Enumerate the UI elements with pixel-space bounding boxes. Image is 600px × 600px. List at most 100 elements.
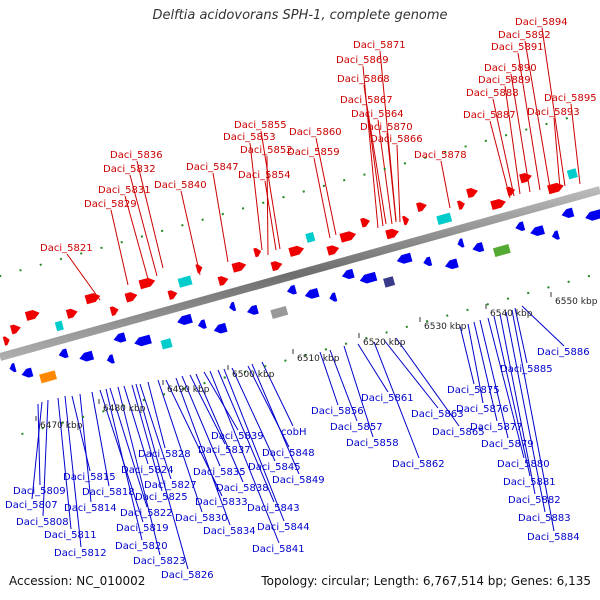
reverse-gene-leader (117, 386, 161, 556)
forward-gene-leader (379, 50, 397, 221)
forward-gene-leader (366, 105, 387, 225)
reverse-gene-label[interactable]: Daci_5876 (456, 404, 509, 415)
forward-gene-label[interactable]: Daci_5859 (287, 147, 340, 158)
reverse-gene-label[interactable]: Daci_5861 (361, 393, 414, 404)
reverse-gene-label[interactable]: Daci_5857 (330, 422, 383, 433)
forward-gene-label[interactable]: Daci_5894 (515, 17, 568, 28)
reverse-gene-label[interactable]: Daci_5877 (470, 422, 523, 433)
reverse-gene-label[interactable]: Daci_5828 (138, 449, 191, 460)
reverse-gene-label[interactable]: Daci_5848 (262, 448, 315, 459)
reverse-gene-label[interactable]: Daci_5818 (82, 487, 135, 498)
forward-gene-label[interactable]: Daci_5836 (110, 150, 163, 161)
reverse-gene-label[interactable]: Daci_5885 (500, 364, 553, 375)
forward-gene-label[interactable]: Daci_5864 (351, 109, 404, 120)
forward-gene-label[interactable]: Daci_5832 (103, 164, 156, 175)
scale-tick-label: 6490 kbp (167, 385, 210, 395)
reverse-gene-label[interactable]: Daci_5837 (198, 445, 251, 456)
reverse-gene-label[interactable]: Daci_5815 (63, 472, 116, 483)
forward-gene-label[interactable]: Daci_5840 (154, 180, 207, 191)
reverse-gene-label[interactable]: Daci_5808 (16, 517, 69, 528)
reverse-gene-label[interactable]: Daci_5812 (54, 548, 107, 559)
forward-gene-label[interactable]: Daci_5870 (360, 122, 413, 133)
scale-tick-label: 6530 kbp (424, 322, 467, 332)
forward-gene-leader (124, 195, 149, 280)
forward-gene-label[interactable]: Daci_5893 (527, 107, 580, 118)
reverse-gene-leader (479, 319, 509, 439)
forward-gene-arrow (339, 231, 357, 243)
reverse-gene-leader (79, 393, 92, 503)
reverse-gene-label[interactable]: Daci_5838 (216, 483, 269, 494)
forward-gene-label[interactable]: Daci_5867 (340, 95, 393, 106)
reverse-gene-label[interactable]: Daci_5881 (503, 477, 556, 488)
reverse-gene-label[interactable]: Daci_5819 (116, 523, 169, 534)
forward-gene-label[interactable]: Daci_5847 (186, 162, 239, 173)
forward-gene-label[interactable]: Daci_5829 (84, 199, 137, 210)
reverse-gene-label[interactable]: Daci_5865 (432, 427, 485, 438)
forward-gene-label[interactable]: Daci_5891 (491, 42, 544, 53)
reverse-gene-label[interactable]: Daci_5863 (411, 409, 464, 420)
reverse-gene-arrow (247, 304, 259, 315)
forward-gene-label[interactable]: Daci_5871 (353, 40, 406, 51)
reverse-gene-label[interactable]: cobH (281, 427, 306, 438)
forward-gene-label[interactable]: Daci_5855 (234, 120, 287, 131)
reverse-gene-label[interactable]: Daci_5827 (144, 480, 197, 491)
reverse-gene-label[interactable]: Daci_5879 (481, 439, 534, 450)
forward-gene-label[interactable]: Daci_5821 (40, 243, 93, 254)
forward-gene-label[interactable]: Daci_5852 (240, 145, 293, 156)
reverse-gene-label[interactable]: Daci_5809 (13, 486, 66, 497)
reverse-gene-label[interactable]: Daci_5822 (120, 508, 173, 519)
reverse-gene-leader (357, 343, 389, 393)
forward-gene-leader (541, 27, 566, 187)
forward-gene-label[interactable]: Daci_5868 (337, 74, 390, 85)
forward-gene-label[interactable]: Daci_5889 (478, 75, 531, 86)
forward-gene-label[interactable]: Daci_5831 (98, 185, 151, 196)
reverse-gene-label[interactable]: Daci_5834 (203, 526, 256, 537)
reverse-gene-label[interactable]: Daci_5875 (447, 385, 500, 396)
reverse-gene-label[interactable]: Daci_5807 (5, 500, 58, 511)
reverse-gene-label[interactable]: Daci_5839 (211, 431, 264, 442)
reverse-gene-arrow (341, 268, 355, 280)
forward-gene-label[interactable]: Daci_5890 (484, 63, 537, 74)
reverse-gene-label[interactable]: Daci_5845 (248, 462, 301, 473)
reverse-gene-label[interactable]: Daci_5841 (252, 544, 305, 555)
reverse-gene-label[interactable]: Daci_5820 (115, 541, 168, 552)
gene-block (436, 212, 453, 226)
reverse-gene-label[interactable]: Daci_5882 (508, 495, 561, 506)
reverse-gene-label[interactable]: Daci_5824 (121, 465, 174, 476)
reverse-gene-label[interactable]: Daci_5833 (195, 497, 248, 508)
reverse-gene-label[interactable]: Daci_5825 (135, 492, 188, 503)
forward-gene-label[interactable]: Daci_5860 (289, 127, 342, 138)
reverse-gene-label[interactable]: Daci_5880 (497, 459, 550, 470)
reverse-gene-label[interactable]: Daci_5823 (133, 556, 186, 567)
forward-gene-label[interactable]: Daci_5869 (336, 55, 389, 66)
reverse-gene-label[interactable]: Daci_5826 (161, 570, 214, 581)
forward-gene-label[interactable]: Daci_5888 (466, 88, 519, 99)
reverse-gene-label[interactable]: Daci_5844 (257, 522, 310, 533)
forward-gene-leader (510, 73, 531, 193)
forward-gene-label[interactable]: Daci_5887 (463, 110, 516, 121)
reverse-gene-label[interactable]: Daci_5862 (392, 459, 445, 470)
reverse-gene-label[interactable]: Daci_5814 (64, 503, 117, 514)
forward-gene-label[interactable]: Daci_5866 (370, 134, 423, 145)
reverse-gene-label[interactable]: Daci_5849 (272, 475, 325, 486)
forward-gene-leader (440, 160, 451, 209)
forward-gene-label[interactable]: Daci_5853 (223, 132, 276, 143)
forward-gene-label[interactable]: Daci_5892 (498, 30, 551, 41)
forward-gene-label[interactable]: Daci_5854 (238, 170, 291, 181)
gene-block (492, 244, 511, 258)
reverse-gene-label[interactable]: Daci_5883 (518, 513, 571, 524)
reverse-gene-label[interactable]: Daci_5884 (527, 532, 580, 543)
forward-gene-label[interactable]: Daci_5878 (414, 150, 467, 161)
reverse-gene-label[interactable]: Daci_5856 (311, 406, 364, 417)
reverse-gene-arrow (21, 367, 34, 378)
map-title: Delftia acidovorans SPH-1, complete geno… (152, 8, 448, 23)
reverse-gene-label[interactable]: Daci_5830 (175, 513, 228, 524)
reverse-gene-label[interactable]: Daci_5858 (346, 438, 399, 449)
reverse-gene-label[interactable]: Daci_5835 (193, 467, 246, 478)
reverse-gene-label[interactable]: Daci_5886 (537, 347, 590, 358)
genome-backbone (0, 186, 600, 361)
forward-gene-leader (492, 98, 515, 197)
forward-gene-label[interactable]: Daci_5895 (544, 93, 597, 104)
reverse-gene-label[interactable]: Daci_5811 (44, 530, 97, 541)
reverse-gene-label[interactable]: Daci_5843 (247, 503, 300, 514)
